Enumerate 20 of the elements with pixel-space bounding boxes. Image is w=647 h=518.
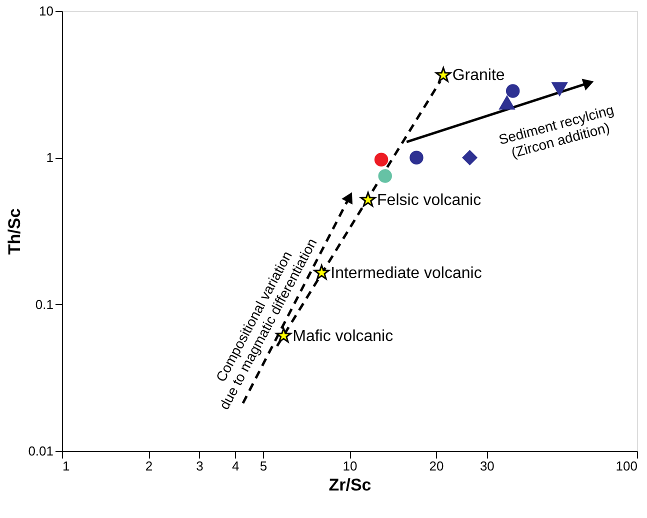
- x-tick-label: 2: [145, 458, 153, 474]
- y-tick-label: 0.01: [28, 444, 54, 458]
- y-tick-label: 10: [39, 4, 54, 18]
- y-tick-label: 1: [46, 150, 54, 166]
- x-tick-label: 100: [616, 458, 638, 474]
- x-tick-label: 1: [62, 458, 70, 474]
- annotation: Granite: [452, 67, 505, 84]
- annotation: Felsic volcanic: [377, 192, 482, 209]
- annotation: Sediment recylcing (Zircon addition): [497, 101, 616, 161]
- x-tick-label: 3: [196, 458, 204, 474]
- x-axis-title: Zr/Sc: [328, 476, 372, 494]
- annotation: Intermediate volcanic: [330, 264, 482, 282]
- x-tick-label: 20: [429, 458, 444, 474]
- x-tick-label: 30: [480, 458, 494, 474]
- x-tick-label: 5: [260, 458, 268, 474]
- annotation: Mafic volcanic: [292, 328, 394, 345]
- y-tick-label: 0.1: [35, 296, 54, 312]
- x-tick-label: 10: [342, 458, 358, 474]
- y-axis-title: Th/Sc: [5, 208, 24, 255]
- x-tick-label: 4: [232, 458, 240, 474]
